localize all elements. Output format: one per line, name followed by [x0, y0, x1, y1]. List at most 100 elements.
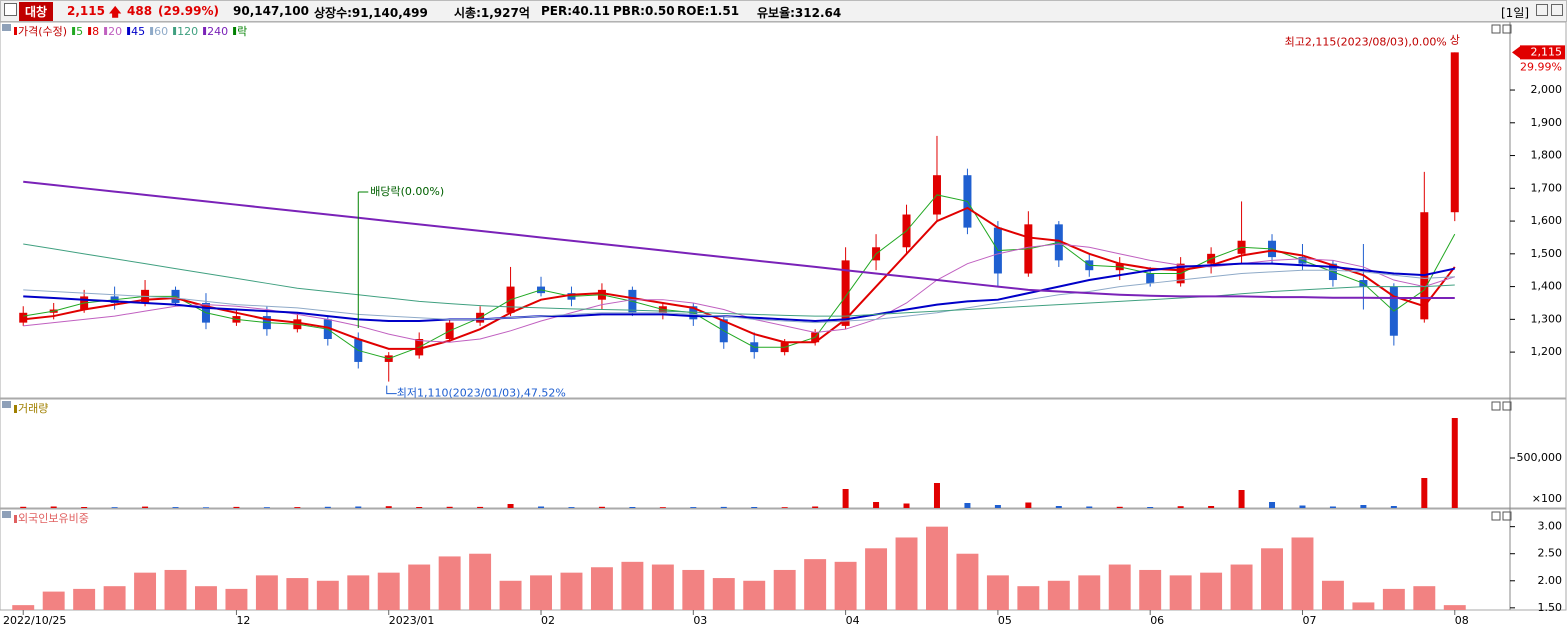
panel-icon[interactable]: [2, 401, 11, 408]
legend-label: 5: [76, 25, 83, 38]
legend-swatch: [233, 27, 237, 35]
y-tick-label: 3.00: [1538, 520, 1563, 533]
panel-button[interactable]: [1491, 511, 1501, 521]
bar: [469, 553, 492, 610]
legend-swatch: [173, 27, 177, 35]
x-tick-label: 03: [693, 614, 707, 627]
bar: [1421, 478, 1428, 508]
bar: [355, 506, 362, 508]
bar: [324, 506, 331, 508]
bar: [103, 586, 126, 610]
legend-label: 60: [154, 25, 168, 38]
x-tick-label: 02: [541, 614, 555, 627]
price-pointer: [1512, 46, 1520, 59]
panel-button[interactable]: [1502, 511, 1512, 521]
bar: [1321, 580, 1344, 610]
bar: [895, 537, 918, 610]
bar: [933, 483, 940, 508]
bar: [134, 572, 157, 610]
y-tick-label: 1,300: [1531, 312, 1563, 325]
rate: (29.99%): [158, 4, 219, 18]
y-tick-label: 1.50: [1538, 601, 1563, 614]
panel-button[interactable]: [1502, 401, 1512, 411]
bar: [773, 569, 796, 610]
panel-icon[interactable]: [2, 24, 11, 31]
checkbox[interactable]: [4, 3, 17, 16]
panel-button[interactable]: [1491, 24, 1501, 34]
bar: [507, 504, 514, 508]
y-tick-label: 1,700: [1531, 181, 1563, 194]
bar: [1055, 506, 1062, 508]
bar: [1230, 564, 1253, 610]
bar: [1352, 602, 1375, 610]
bar: [690, 507, 697, 508]
stock-name[interactable]: 대창: [19, 2, 54, 21]
period[interactable]: [1일]: [1501, 6, 1530, 20]
tag-rate: 29.99%: [1520, 60, 1562, 73]
bar: [195, 586, 217, 610]
panel-icon[interactable]: [2, 511, 11, 518]
candle-body: [1420, 212, 1429, 320]
volume-panel: [0, 398, 1567, 509]
price-tag-label: 2,115: [1531, 45, 1563, 58]
bar: [1451, 418, 1458, 508]
dividend-label: 배당락(0.00%): [370, 185, 444, 198]
legend-label: 8: [92, 25, 99, 38]
bar: [598, 506, 605, 508]
bar: [294, 507, 301, 508]
panel-button[interactable]: [1491, 401, 1501, 411]
up-arrow: 🡅: [109, 5, 122, 19]
moving-average: [23, 194, 1456, 360]
bar: [20, 506, 27, 508]
bar: [1116, 506, 1123, 508]
y-tick-label: 1,600: [1531, 214, 1563, 227]
y-tick-label: 2.00: [1538, 574, 1563, 587]
bar: [956, 553, 979, 610]
bar: [781, 507, 788, 508]
legend-swatch: [14, 515, 17, 523]
bar: [530, 575, 552, 610]
legend-swatch: [150, 27, 154, 35]
bar: [926, 526, 948, 610]
legend-swatch: [14, 405, 17, 413]
moving-average: [23, 180, 1455, 300]
bar: [538, 506, 545, 508]
bar: [225, 588, 248, 610]
bar: [202, 507, 209, 508]
bar: [590, 567, 613, 610]
high-label: 최고2,115(2023/08/03),0.00%: [1285, 35, 1447, 48]
bar: [1208, 506, 1215, 508]
bar: [446, 506, 453, 508]
candle-body: [19, 312, 28, 323]
bar: [1108, 564, 1131, 610]
moving-average: [23, 269, 1455, 324]
bar: [1238, 490, 1245, 508]
panel-button[interactable]: [1502, 24, 1512, 34]
bar: [499, 580, 522, 610]
legend-label: 45: [131, 25, 145, 38]
bar: [347, 575, 370, 610]
legend-swatch: [127, 27, 131, 35]
bar: [377, 572, 400, 610]
bar: [994, 505, 1001, 508]
low-label: 최저1,110(2023/01/03),47.52%: [397, 387, 566, 400]
bar: [81, 507, 88, 508]
candle-body: [1146, 273, 1155, 284]
y-tick-label: 2,000: [1531, 83, 1563, 96]
legend-label: 240: [207, 25, 228, 38]
y-tick-label: 500,000: [1517, 451, 1563, 464]
bar: [1382, 588, 1405, 610]
y-tick-label: 1,800: [1531, 149, 1563, 162]
bar: [172, 507, 179, 508]
close-button[interactable]: [1551, 4, 1563, 16]
limit-label: 상: [1450, 33, 1460, 46]
bar: [12, 605, 35, 610]
bar: [712, 578, 735, 610]
bar: [751, 507, 758, 508]
x-tick-label: 08: [1455, 614, 1469, 627]
bar: [1291, 537, 1314, 610]
window-button[interactable]: [1536, 4, 1548, 16]
roe: ROE:1.51: [677, 4, 740, 18]
market-cap: 시총:1,927억: [454, 6, 530, 20]
bar: [903, 503, 910, 508]
